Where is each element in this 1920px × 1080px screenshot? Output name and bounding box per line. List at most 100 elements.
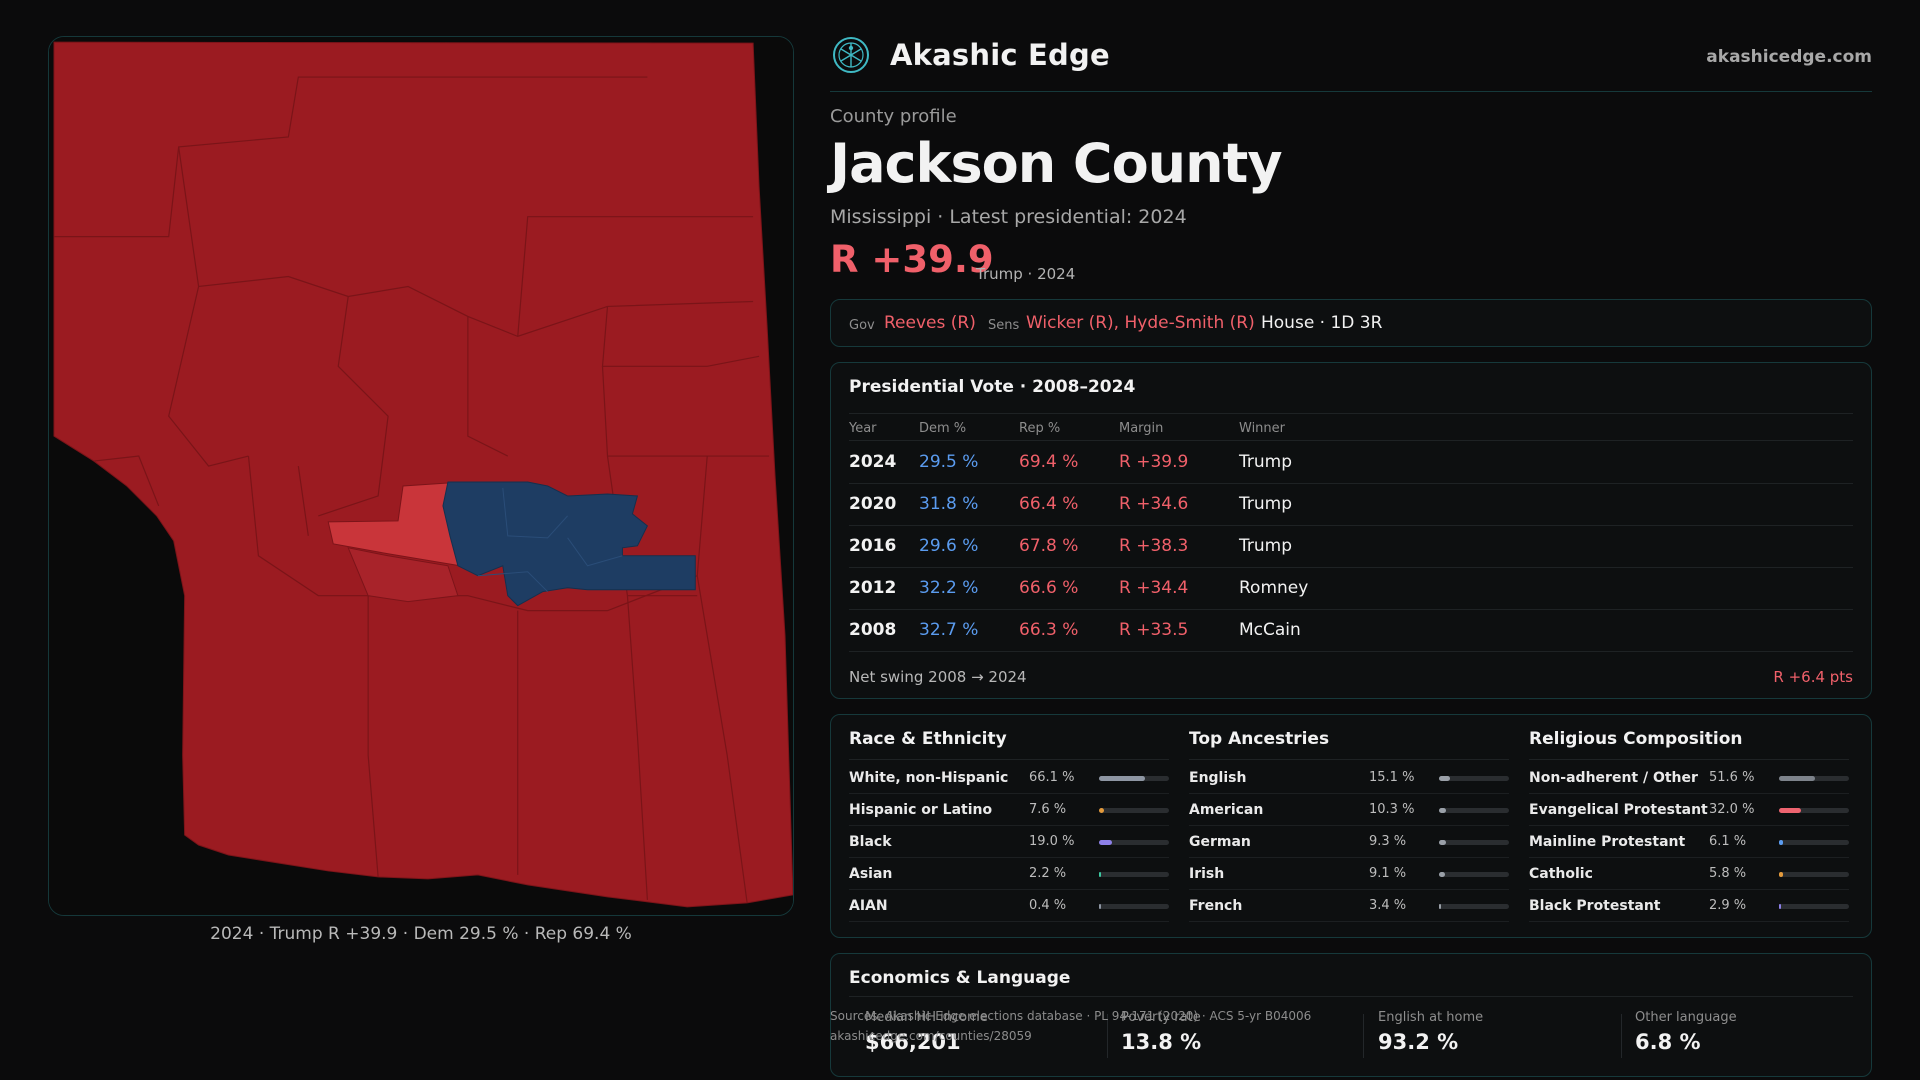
share-bar xyxy=(1099,840,1169,845)
cell-dem: 32.7 % xyxy=(919,620,979,640)
list-item: Hispanic or Latino 7.6 % xyxy=(849,794,1169,826)
col-winner: Winner xyxy=(1239,421,1286,436)
profile-panel: Akashic Edge akashicedge.com County prof… xyxy=(830,0,1872,1080)
list-item: Evangelical Protestant 32.0 % xyxy=(1529,794,1849,826)
item-name: German xyxy=(1189,834,1251,850)
item-name: White, non-Hispanic xyxy=(849,770,1009,786)
item-percent: 32.0 % xyxy=(1709,802,1755,817)
item-percent: 66.1 % xyxy=(1029,770,1075,785)
metric-label: Median HH income xyxy=(865,1010,988,1025)
item-name: AIAN xyxy=(849,898,888,914)
list-item: White, non-Hispanic 66.1 % xyxy=(849,762,1169,794)
metric-label: Other language xyxy=(1635,1010,1737,1025)
list-item: Black 19.0 % xyxy=(849,826,1169,858)
item-percent: 51.6 % xyxy=(1709,770,1755,785)
share-bar xyxy=(1779,808,1849,813)
item-percent: 9.1 % xyxy=(1369,866,1407,881)
table-row: 2008 32.7 % 66.3 % R +33.5 McCain xyxy=(849,610,1853,652)
cell-rep: 67.8 % xyxy=(1019,536,1079,556)
ancestry-title: Top Ancestries xyxy=(1189,729,1330,749)
list-item: AIAN 0.4 % xyxy=(849,890,1169,922)
share-bar-fill xyxy=(1439,872,1446,877)
map-precinct-borders xyxy=(53,76,770,903)
senators-value: Wicker (R), Hyde-Smith (R) xyxy=(1026,313,1255,333)
cell-margin: R +33.5 xyxy=(1119,620,1189,640)
share-bar xyxy=(1439,808,1509,813)
share-bar-fill xyxy=(1099,776,1146,781)
site-domain-link[interactable]: akashicedge.com xyxy=(1706,47,1872,67)
gov-label: Gov xyxy=(849,318,875,333)
share-bar-fill xyxy=(1439,776,1450,781)
cell-margin: R +38.3 xyxy=(1119,536,1189,556)
list-item: Catholic 5.8 % xyxy=(1529,858,1849,890)
item-percent: 2.9 % xyxy=(1709,898,1747,913)
table-row: 2012 32.2 % 66.6 % R +34.4 Romney xyxy=(849,568,1853,610)
col-rep: Rep % xyxy=(1019,421,1061,436)
item-name: Irish xyxy=(1189,866,1225,882)
ancestries-section: Top Ancestries English 15.1 % American 10.3… xyxy=(1189,715,1509,939)
metric-other-language: Other language 6.8 % xyxy=(1635,1010,1875,1070)
presidential-table-header: Year Dem % Rep % Margin Winner xyxy=(849,413,1853,441)
metric-value: 13.8 % xyxy=(1121,1030,1202,1054)
cell-rep: 69.4 % xyxy=(1019,452,1079,472)
item-percent: 15.1 % xyxy=(1369,770,1415,785)
map-precinct-republican-b[interactable] xyxy=(347,547,459,603)
cell-rep: 66.6 % xyxy=(1019,578,1079,598)
metric-value: 93.2 % xyxy=(1378,1030,1459,1054)
county-map-svg[interactable] xyxy=(49,37,793,915)
cell-winner: Trump xyxy=(1239,494,1293,514)
county-map[interactable] xyxy=(48,36,794,916)
item-percent: 9.3 % xyxy=(1369,834,1407,849)
race-title: Race & Ethnicity xyxy=(849,729,1007,749)
county-url-link[interactable]: akashicedge.com/counties/28059 xyxy=(830,1029,1032,1043)
share-bar-fill xyxy=(1099,872,1101,877)
cell-rep: 66.3 % xyxy=(1019,620,1079,640)
list-item: Irish 9.1 % xyxy=(1189,858,1509,890)
col-year: Year xyxy=(849,421,877,436)
cell-dem: 31.8 % xyxy=(919,494,979,514)
share-bar-fill xyxy=(1439,840,1446,845)
metric-value: 6.8 % xyxy=(1635,1030,1701,1054)
share-bar-fill xyxy=(1439,904,1442,909)
item-percent: 0.4 % xyxy=(1029,898,1067,913)
item-percent: 2.2 % xyxy=(1029,866,1067,881)
item-name: Asian xyxy=(849,866,893,882)
cell-winner: Romney xyxy=(1239,578,1309,598)
profile-eyebrow: County profile xyxy=(830,106,957,127)
item-name: Catholic xyxy=(1529,866,1593,882)
share-bar-fill xyxy=(1439,808,1447,813)
list-item: Non-adherent / Other 51.6 % xyxy=(1529,762,1849,794)
share-bar xyxy=(1779,840,1849,845)
table-row: 2016 29.6 % 67.8 % R +38.3 Trump xyxy=(849,526,1853,568)
share-bar xyxy=(1779,872,1849,877)
header: Akashic Edge akashicedge.com xyxy=(830,30,1872,92)
share-bar xyxy=(1439,776,1509,781)
cell-margin: R +34.4 xyxy=(1119,578,1189,598)
map-precincts-democratic[interactable] xyxy=(442,481,696,607)
col-margin: Margin xyxy=(1119,421,1164,436)
akashic-logo-icon[interactable] xyxy=(832,36,870,74)
item-name: Evangelical Protestant xyxy=(1529,802,1708,818)
brand-name[interactable]: Akashic Edge xyxy=(890,38,1110,72)
table-row: 2020 31.8 % 66.4 % R +34.6 Trump xyxy=(849,484,1853,526)
cell-margin: R +34.6 xyxy=(1119,494,1189,514)
item-name: Black xyxy=(849,834,892,850)
map-caption: 2024 · Trump R +39.9 · Dem 29.5 % · Rep … xyxy=(210,924,632,944)
share-bar xyxy=(1099,872,1169,877)
net-swing-value: R +6.4 pts xyxy=(1773,668,1853,686)
metric-poverty-rate: Poverty rate 13.8 % xyxy=(1121,1010,1361,1070)
religion-title: Religious Composition xyxy=(1529,729,1743,749)
item-name: Hispanic or Latino xyxy=(849,802,993,818)
share-bar-fill xyxy=(1779,840,1784,845)
share-bar xyxy=(1099,776,1169,781)
list-item: American 10.3 % xyxy=(1189,794,1509,826)
share-bar xyxy=(1099,904,1169,909)
cell-year: 2008 xyxy=(849,620,897,640)
map-dem-borders xyxy=(477,487,623,593)
item-percent: 5.8 % xyxy=(1709,866,1747,881)
metric-median-income: Median HH income $66,201 xyxy=(865,1010,1105,1070)
item-percent: 7.6 % xyxy=(1029,802,1067,817)
sources-footer: Sources: Akashic Edge elections database… xyxy=(830,1006,1311,1046)
cell-winner: Trump xyxy=(1239,536,1293,556)
list-item: Asian 2.2 % xyxy=(849,858,1169,890)
